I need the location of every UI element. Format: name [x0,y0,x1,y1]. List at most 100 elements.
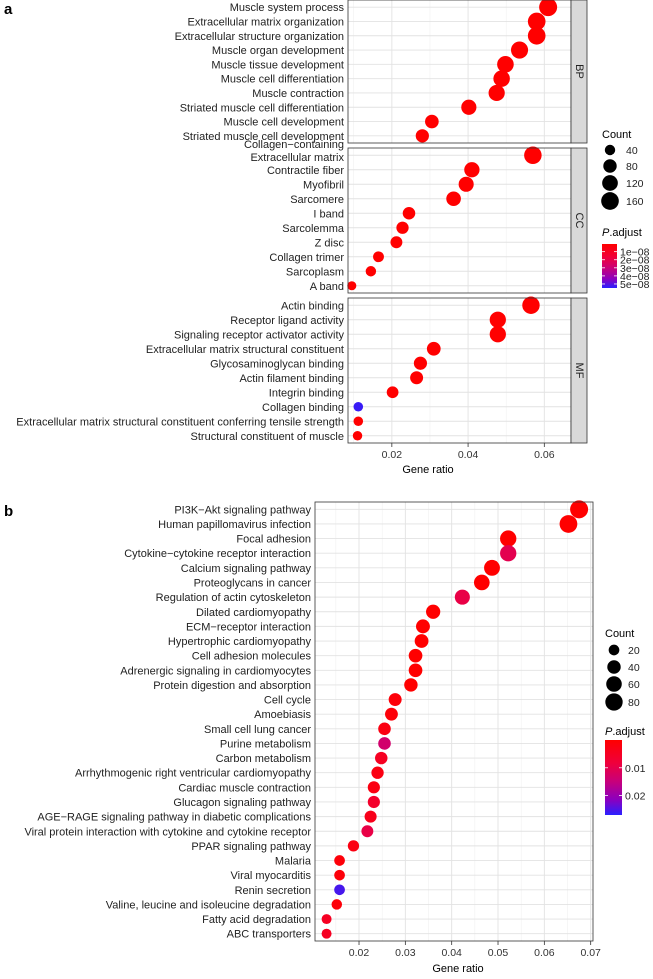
point-cytokine-cytokine-receptor-interaction [500,545,517,562]
point-amoebiasis [385,707,398,721]
count-legend-label: 40 [628,662,640,674]
point-protein-digestion-and-absorption [404,678,418,692]
count-legend-label: 20 [628,645,640,657]
point-viral-myocarditis [334,869,345,881]
count-legend-label: 160 [626,196,644,208]
term-label: Striated muscle cell development [183,131,344,143]
x-tick-label: 0.06 [534,449,555,461]
panel-b-padj-colorbar [605,740,622,815]
point-structural-constituent-of-muscle [352,431,363,441]
x-tick-label: 0.04 [441,947,462,959]
term-label: Small cell lung cancer [204,724,311,736]
point-muscle-organ-development [510,41,529,59]
panel-a-term-labels: Muscle system process Extracellular matri… [16,2,345,443]
term-label: Purine metabolism [220,738,311,750]
term-label: Muscle cell differentiation [221,74,344,86]
point-cardiac-muscle-contraction [367,781,380,794]
term-label: Malaria [275,856,312,868]
x-tick-label: 0.02 [349,947,370,959]
count-legend-circle [604,144,616,156]
term-label: Muscle system process [230,2,345,14]
point-malaria [334,855,345,866]
panel-a-x-ticks: 0.02 0.04 0.06 [382,443,555,461]
point-muscle-system-process [539,0,558,17]
term-label: Muscle contraction [252,88,344,100]
facet-strip [570,297,588,444]
term-label: Sarcolemma [282,223,345,235]
panel-b-label: b [4,503,13,520]
term-label: Valine, leucine and isoleucine degradati… [106,899,311,911]
count-legend-label: 80 [626,161,638,173]
panel-a-legend: Count 40 80 120 160 P.adjust 1e−082e−083e−0… [601,129,650,291]
term-label: Cell adhesion molecules [192,651,312,663]
term-label: Fatty acid degradation [202,914,311,926]
panel-b-x-axis-title: Gene ratio [432,963,483,974]
colorbar-tick-label: 2e−08 [620,255,650,267]
point-muscle-contraction [488,84,505,102]
point-renin-secretion [334,884,345,896]
point-focal-adhesion [500,530,517,547]
point-abc-transporters [321,928,332,939]
term-label: Cytokine−cytokine receptor interaction [124,548,311,560]
point-i-band [402,206,416,220]
point-striated-muscle-cell-development [415,129,429,143]
term-label: Viral protein interaction with cytokine … [24,826,311,838]
panel-a-label: a [4,1,13,18]
term-label: Collagen binding [262,402,344,414]
count-legend-circle [607,660,621,674]
point-ppar-signaling-pathway [347,840,360,852]
point-extracellular-structure-organization [527,26,546,45]
panel-b-padj-legend-title: P.adjust [605,726,645,738]
panel-b-padj-ticks: 0.01 0.02 [605,763,646,803]
facet-panel-bg [348,148,571,293]
term-label: Striated muscle cell differentiation [180,102,344,114]
point-cell-cycle [388,693,402,707]
plot-border [314,501,594,942]
count-legend-label: 60 [628,679,640,691]
term-label: Receptor ligand activity [230,315,344,327]
point-striated-muscle-cell-differentiation [461,99,477,115]
term-label: Extracellular matrix structural constitu… [16,416,344,428]
term-label: I band [313,208,344,220]
facet-strip-label: MF [573,363,585,379]
x-tick-label: 0.06 [534,947,555,959]
point-age-rage-signaling-pathway-in-diabetic-complications [364,810,377,823]
point-muscle-cell-differentiation [493,70,510,87]
point-extracellular-matrix-organization [527,12,546,31]
panel-a-count-legend: 40 80 120 160 [601,144,644,210]
panel-b-legend: Count 20 40 60 80 P.adjust 0.01 0.02 [605,628,646,815]
point-signaling-receptor-activator-activity [489,326,506,343]
point-calcium-signaling-pathway [484,559,500,576]
panel-a-padj-legend-title: P.adjust [602,227,642,239]
term-label: Actin filament binding [239,373,344,385]
point-human-papillomavirus-infection [559,515,578,533]
term-label: Cardiac muscle contraction [178,782,311,794]
count-legend-label: 120 [626,178,644,190]
panel-a-padj-colorbar [602,244,617,288]
panel-b-plot [314,500,594,942]
point-actin-binding [522,296,540,314]
facet-strip [570,0,588,144]
term-label: Integrin binding [269,387,344,399]
panel-b-count-legend-title: Count [605,628,634,640]
point-sarcolemma [396,221,409,234]
point-pi3k-akt-signaling-pathway [570,500,589,519]
term-label: Focal adhesion [236,534,311,546]
point-viral-protein-interaction-with-cytokine-and-cytokine-receptor [361,825,374,838]
term-label: Extracellular matrix organization [187,16,344,28]
point-proteoglycans-in-cancer [473,574,490,591]
facet-strip [570,147,588,294]
point-glycosaminoglycan-binding [413,356,428,370]
point-regulation-of-actin-cytoskeleton [454,589,470,605]
count-legend-circle [608,644,620,656]
point-dilated-cardiomyopathy [426,604,441,619]
term-label: Renin secretion [235,885,311,897]
term-label: Protein digestion and absorption [153,680,311,692]
term-label: Myofibril [303,179,344,191]
point-extracellular-matrix-structural-constituent [426,341,441,356]
point-collagen-binding [353,401,364,412]
point-myofibril [458,176,474,192]
facet-cc: CC [347,146,588,294]
point-adrenergic-signaling-in-cardiomyocytes [408,663,423,678]
